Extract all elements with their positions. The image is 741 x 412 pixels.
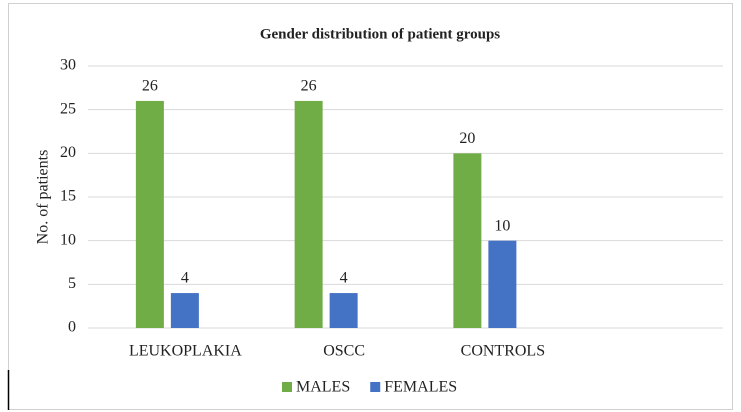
y-tick-label: 30 [60, 57, 76, 74]
chart-title: Gender distribution of patient groups [260, 26, 500, 42]
legend-swatch [282, 382, 292, 392]
data-label: 20 [459, 130, 475, 147]
x-tick-label: CONTROLS [461, 343, 545, 360]
data-label: 26 [301, 78, 317, 95]
bar [170, 293, 199, 328]
x-tick-label: OSCC [323, 343, 365, 360]
chart-frame [8, 3, 733, 410]
x-tick-label: LEUKOPLAKIA [129, 343, 242, 360]
y-tick-label: 20 [60, 144, 76, 161]
y-tick-label: 10 [60, 231, 76, 248]
legend-label: MALES [296, 379, 350, 396]
bar [135, 100, 164, 328]
bar [488, 240, 517, 328]
data-label: 4 [340, 270, 348, 287]
data-label: 26 [142, 78, 158, 95]
y-tick-label: 25 [60, 100, 76, 117]
bar [329, 293, 358, 328]
data-label: 4 [181, 270, 189, 287]
y-axis-label: No. of patients [35, 150, 52, 245]
y-tick-label: 5 [68, 275, 76, 292]
y-tick-label: 0 [68, 319, 76, 336]
legend-label: FEMALES [384, 379, 457, 396]
legend-swatch [370, 382, 381, 392]
data-label: 10 [494, 217, 510, 234]
bar [453, 153, 482, 328]
y-tick-label: 15 [60, 188, 76, 205]
bar [294, 100, 323, 328]
